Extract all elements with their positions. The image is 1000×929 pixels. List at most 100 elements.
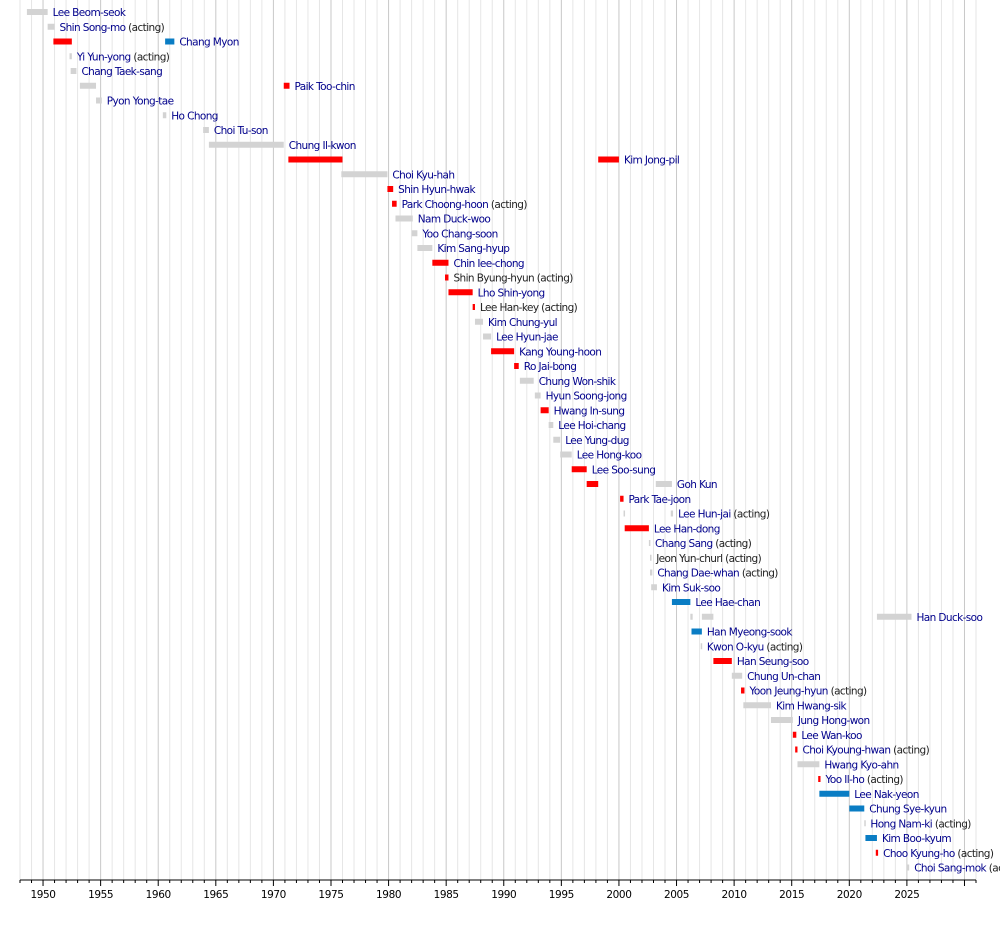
name-label-lee-soo-sung[interactable]: Lee Soo-sung: [592, 464, 656, 476]
term-bar-lee-nak-yeon: [819, 790, 850, 797]
name-label-kim-chung-yul[interactable]: Kim Chung-yul: [488, 317, 558, 329]
name-label-han-duck-soo[interactable]: Han Duck-soo: [916, 612, 983, 624]
name-label-chang-sang[interactable]: Chang Sang (acting): [655, 538, 752, 550]
term-bar-choi-kyoung-hwan: [795, 746, 798, 753]
term-bar-chang-myon: [53, 38, 72, 45]
term-bar-han-duck-soo: [906, 613, 912, 620]
term-bar-kim-hwang-sik: [743, 702, 771, 709]
term-bar-jeon-yun-churl: [650, 554, 652, 561]
name-label-kim-boo-kyum[interactable]: Kim Boo-kyum: [882, 833, 952, 845]
term-bar-lee-hoi-chang: [548, 422, 554, 428]
name-label-hong-nam-ki[interactable]: Hong Nam-ki (acting): [870, 818, 971, 830]
name-label-chung-won-shik[interactable]: Chung Won-shik: [539, 376, 618, 388]
name-label-yi-yun-yong[interactable]: Yi Yun-yong (acting): [76, 51, 171, 63]
term-bar-choi-kyu-hah: [341, 171, 388, 178]
term-bar-ho-chong: [162, 112, 167, 119]
name-label-chung-sye-kyun[interactable]: Chung Sye-kyun: [869, 804, 947, 816]
name-label-kim-suk-soo[interactable]: Kim Suk-soo: [662, 582, 721, 594]
name-label-lee-han-key: Lee Han-key (acting): [480, 302, 578, 314]
name-label-choi-kyoung-hwan[interactable]: Choi Kyoung-hwan (acting): [802, 745, 930, 757]
name-label-kang-young-hoon[interactable]: Kang Young-hoon: [519, 346, 602, 358]
name-label-lee-hae-chan[interactable]: Lee Hae-chan: [695, 597, 760, 609]
x-tick-label: 1960: [146, 889, 171, 901]
name-label-kwon-o-kyu[interactable]: Kwon O-kyu (acting): [707, 641, 804, 653]
name-label-kim-hwang-sik[interactable]: Kim Hwang-sik: [776, 700, 848, 712]
name-label-han-myeong-sook[interactable]: Han Myeong-sook: [707, 627, 794, 639]
name-label-lee-hyun-jae[interactable]: Lee Hyun-jae: [496, 332, 558, 344]
x-tick-label: 1965: [203, 889, 228, 901]
term-bar-chung-won-shik: [519, 377, 534, 384]
name-label-chang-myon[interactable]: Chang Myon: [179, 37, 239, 49]
term-bar-lee-hyun-jae: [483, 333, 492, 340]
name-label-shin-hyun-hwak[interactable]: Shin Hyun-hwak: [398, 184, 477, 196]
name-label-choi-sang-mok[interactable]: Choi Sang-mok (acting): [914, 863, 1000, 875]
name-label-choi-kyu-hah[interactable]: Choi Kyu-hah: [392, 169, 455, 181]
name-label-hyun-soong-jong[interactable]: Hyun Soong-jong: [546, 391, 628, 403]
name-label-chin-iee-chong[interactable]: Chin Iee-chong: [453, 258, 524, 270]
term-bar-goh-kun: [655, 481, 672, 487]
term-bar-park-tae-joon: [620, 495, 624, 502]
x-tick-label: 1995: [549, 889, 574, 901]
x-tick-label: 2000: [606, 889, 631, 901]
name-label-shin-song-mo[interactable]: Shin Song-mo (acting): [60, 22, 166, 34]
term-bar-kim-suk-soo: [651, 584, 657, 591]
x-axis: 1950 1955 1960 1965 1970 1975 1980 1985 1990 1995…: [19, 879, 977, 901]
x-tick-label: 1980: [376, 889, 401, 901]
name-label-chang-dae-whan[interactable]: Chang Dae-whan (acting): [657, 568, 779, 580]
term-bar-lee-hun-jai: [670, 510, 674, 517]
name-label-lee-hoi-chang[interactable]: Lee Hoi-chang: [558, 420, 626, 432]
term-bar-han-duck-soo: [690, 613, 693, 620]
name-label-park-tae-joon[interactable]: Park Tae-joon: [629, 494, 692, 506]
term-bar-yi-yun-yong: [69, 53, 72, 60]
name-label-kim-jong-pil[interactable]: Kim Jong-pil: [624, 155, 680, 167]
term-bar-nam-duck-woo: [395, 215, 413, 222]
name-label-pyon-yong-tae[interactable]: Pyon Yong-tae: [107, 96, 174, 108]
name-label-yoo-il-ho[interactable]: Yoo Il-ho (acting): [825, 774, 904, 786]
name-label-chung-il-kwon[interactable]: Chung Il-kwon: [289, 140, 357, 152]
name-label-park-choong-hoon[interactable]: Park Choong-hoon (acting): [402, 199, 528, 211]
name-label-choo-kyung-ho[interactable]: Choo Kyung-ho (acting): [883, 848, 994, 860]
name-label-hwang-in-sung[interactable]: Hwang In-sung: [554, 405, 625, 417]
name-label-han-seung-soo[interactable]: Han Seung-soo: [737, 656, 810, 668]
name-label-chang-taek-sang[interactable]: Chang Taek-sang: [81, 66, 162, 78]
x-tick-label: 2010: [722, 889, 747, 901]
term-bar-han-duck-soo: [701, 613, 714, 620]
name-label-kim-sang-hyup[interactable]: Kim Sang-hyup: [437, 243, 511, 255]
term-bar-shin-hyun-hwak: [387, 186, 394, 192]
term-bar-chin-iee-chong: [432, 259, 449, 266]
name-label-hwang-kyo-ahn[interactable]: Hwang Kyo-ahn: [824, 759, 899, 771]
name-label-goh-kun[interactable]: Goh Kun: [677, 479, 718, 491]
name-labels: Lee Beom-seok Shin Song-mo (acting) Chang …: [53, 7, 1000, 875]
term-bar-chang-myon: [165, 38, 175, 45]
term-bar-park-choong-hoon: [392, 200, 397, 207]
name-label-lho-shin-yong[interactable]: Lho Shin-yong: [478, 287, 546, 299]
term-bar-han-seung-soo: [713, 658, 732, 664]
name-label-lee-han-dong[interactable]: Lee Han-dong: [654, 523, 721, 535]
name-label-yoo-chang-soon[interactable]: Yoo Chang-soon: [421, 228, 498, 240]
name-label-yoon-jeung-hyun[interactable]: Yoon Jeung-hyun (acting): [748, 686, 867, 698]
term-bar-kim-jong-pil: [598, 156, 619, 163]
term-bar-chung-un-chan: [731, 672, 743, 679]
term-bar-yoon-jeung-hyun: [741, 687, 745, 694]
name-label-chung-un-chan[interactable]: Chung Un-chan: [747, 671, 821, 683]
x-tick-label: 2020: [837, 889, 862, 901]
term-bar-paik-too-chin: [79, 82, 97, 89]
x-tick-label: 2025: [894, 889, 919, 901]
name-label-lee-hun-jai[interactable]: Lee Hun-jai (acting): [678, 509, 770, 521]
term-bar-yoo-il-ho: [818, 776, 821, 782]
name-label-lee-yung-dug[interactable]: Lee Yung-dug: [565, 435, 629, 447]
name-label-lee-wan-koo[interactable]: Lee Wan-koo: [801, 730, 862, 742]
name-label-jung-hong-won[interactable]: Jung Hong-won: [797, 715, 870, 727]
name-label-lee-beom-seok[interactable]: Lee Beom-seok: [53, 7, 128, 19]
name-label-nam-duck-woo[interactable]: Nam Duck-woo: [418, 214, 491, 226]
name-label-ro-jai-bong[interactable]: Ro Jai-bong: [524, 361, 577, 373]
term-bar-lee-beom-seok: [26, 9, 48, 15]
name-label-lee-hong-koo[interactable]: Lee Hong-koo: [577, 450, 642, 462]
term-bar-hyun-soong-jong: [534, 392, 541, 399]
name-label-choi-tu-son[interactable]: Choi Tu-son: [214, 125, 268, 137]
name-label-ho-chong[interactable]: Ho Chong: [171, 110, 218, 122]
term-bar-lee-han-key: [472, 304, 475, 310]
name-label-paik-too-chin[interactable]: Paik Too-chin: [295, 81, 356, 93]
term-bar-chang-taek-sang: [70, 68, 77, 74]
name-label-lee-nak-yeon[interactable]: Lee Nak-yeon: [854, 789, 919, 801]
